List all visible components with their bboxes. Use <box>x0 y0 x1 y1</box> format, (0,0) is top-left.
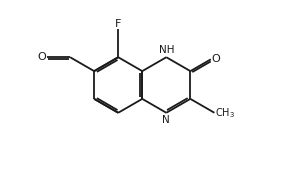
Text: NH: NH <box>159 45 174 55</box>
Text: $\mathregular{CH_3}$: $\mathregular{CH_3}$ <box>215 106 235 120</box>
Text: O: O <box>212 54 221 64</box>
Text: O: O <box>37 52 46 62</box>
Text: F: F <box>115 19 122 29</box>
Text: N: N <box>162 115 170 125</box>
